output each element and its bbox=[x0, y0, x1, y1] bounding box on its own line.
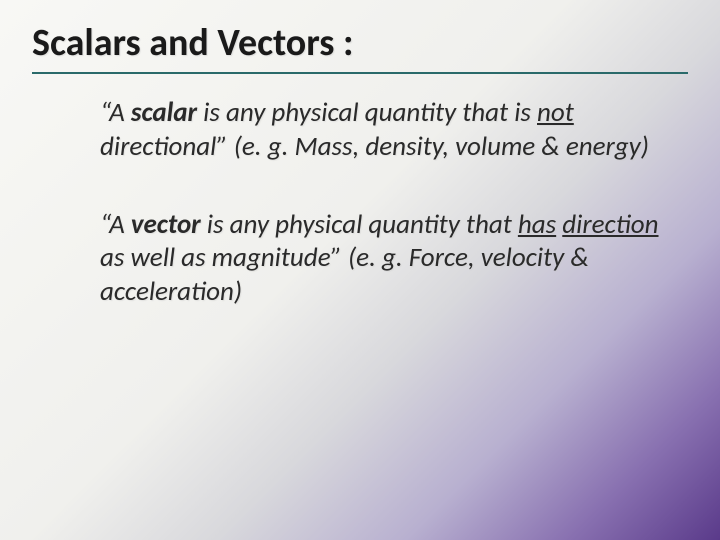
text-run: has bbox=[518, 208, 556, 241]
text-run: is any physical quantity that is bbox=[197, 96, 537, 129]
slide: Scalars and Vectors : “A scalar is any p… bbox=[0, 0, 720, 540]
slide-title: Scalars and Vectors : bbox=[32, 20, 688, 74]
text-run: directional” (e. g. Mass, density, volum… bbox=[100, 130, 649, 163]
text-run: not bbox=[537, 96, 574, 129]
text-run: “A bbox=[100, 96, 131, 129]
text-run: direction bbox=[562, 208, 658, 241]
slide-body: “A scalar is any physical quantity that … bbox=[100, 96, 680, 353]
paragraph-vector: “A vector is any physical quantity that … bbox=[100, 208, 680, 309]
text-run: is any physical quantity that bbox=[201, 208, 518, 241]
text-run: scalar bbox=[131, 96, 197, 129]
paragraph-scalar: “A scalar is any physical quantity that … bbox=[100, 96, 680, 164]
text-run: “A bbox=[100, 208, 131, 241]
title-container: Scalars and Vectors : bbox=[32, 20, 688, 74]
text-run: as well as magnitude” (e. g. Force, velo… bbox=[100, 241, 589, 308]
text-run: vector bbox=[131, 208, 201, 241]
